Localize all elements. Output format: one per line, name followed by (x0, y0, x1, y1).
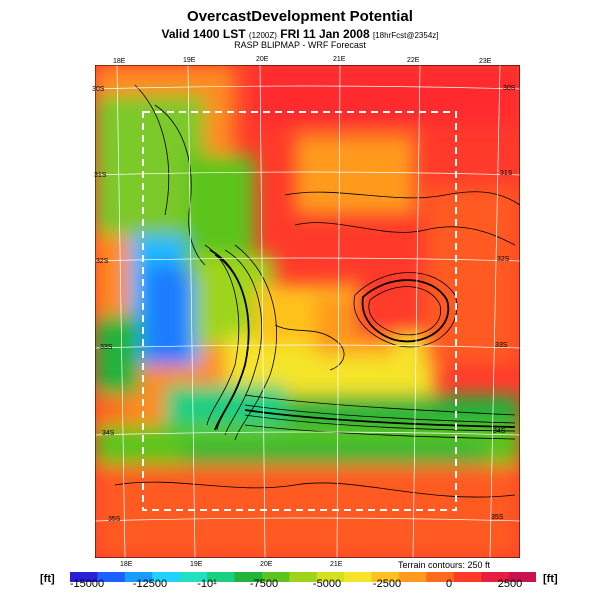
left-lat-label: 34S (102, 430, 115, 437)
color-scale-swatch (152, 572, 181, 582)
scale-label: -12500 (132, 578, 168, 590)
bottom-lon-label: 18E (120, 561, 133, 568)
inner-domain-boundary (142, 111, 457, 511)
color-scale-swatch (316, 572, 345, 582)
bold-contours (209, 249, 516, 431)
valid-time: Valid 1400 LST (161, 27, 246, 41)
forecast-time: [18hrFcst@2354z] (373, 31, 439, 40)
right-lat-label: 33S (495, 342, 508, 349)
bottom-lon-label: 19E (190, 561, 203, 568)
bottom-lon-label: 20E (260, 561, 273, 568)
color-scale-swatch (453, 572, 482, 582)
valid-date: FRI 11 Jan 2008 (280, 27, 370, 41)
scale-label: -15000 (69, 578, 105, 590)
forecast-map (95, 65, 520, 558)
color-scale-swatch (481, 572, 510, 582)
color-scale-swatch (344, 572, 373, 582)
color-scale-swatch (234, 572, 263, 582)
right-lat-label: 35S (491, 514, 504, 521)
left-lat-label: 32S (96, 258, 109, 265)
chart-title: OvercastDevelopment Potential (187, 8, 413, 25)
unit-label-left: [ft] (40, 573, 55, 585)
bottom-lon-label: 21E (330, 561, 343, 568)
right-lat-label: 34S (493, 428, 506, 435)
color-scale-swatch (261, 572, 290, 582)
left-lat-label: 33S (100, 344, 113, 351)
top-lon-label: 21E (333, 56, 346, 63)
scale-label: -2500 (372, 578, 402, 590)
terrain-contours-note: Terrain contours: 250 ft (398, 560, 491, 570)
color-scale-bar (70, 572, 536, 582)
left-lat-label: 31S (94, 172, 107, 179)
left-lat-label: 35S (108, 516, 121, 523)
color-scale-swatch (97, 572, 126, 582)
unit-label-right: [ft] (543, 573, 558, 585)
overcast-field (95, 65, 520, 558)
color-scale-swatch (371, 572, 400, 582)
scale-label: 2500 (497, 578, 523, 590)
color-scale-swatch (179, 572, 208, 582)
scale-label: 0 (445, 578, 453, 590)
color-scale-swatch (124, 572, 153, 582)
right-lat-label: 32S (497, 256, 510, 263)
color-scale-swatch (398, 572, 427, 582)
lat-lon-grid (95, 65, 520, 558)
scale-label: -7500 (249, 578, 279, 590)
top-lon-label: 19E (183, 57, 196, 64)
color-scale-swatch (70, 572, 98, 582)
subtitle: RASP BLIPMAP - WRF Forecast (234, 40, 366, 50)
top-lon-label: 23E (479, 58, 492, 65)
color-scale-swatch (289, 572, 318, 582)
top-lon-label: 20E (256, 56, 269, 63)
top-lon-label: 18E (113, 58, 126, 65)
right-lat-label: 30S (503, 85, 516, 92)
valid-time-line: Valid 1400 LST (1200Z) FRI 11 Jan 2008 [… (0, 27, 600, 41)
scale-label: -10¹ (197, 578, 217, 590)
top-lon-label: 22E (407, 57, 420, 64)
right-lat-label: 31S (500, 170, 513, 177)
utc-time: (1200Z) (248, 31, 277, 40)
color-scale-swatch (508, 572, 536, 582)
left-lat-label: 30S (92, 86, 105, 93)
color-scale-swatch (426, 572, 455, 582)
color-scale-swatch (207, 572, 235, 582)
scale-label: -5000 (312, 578, 342, 590)
